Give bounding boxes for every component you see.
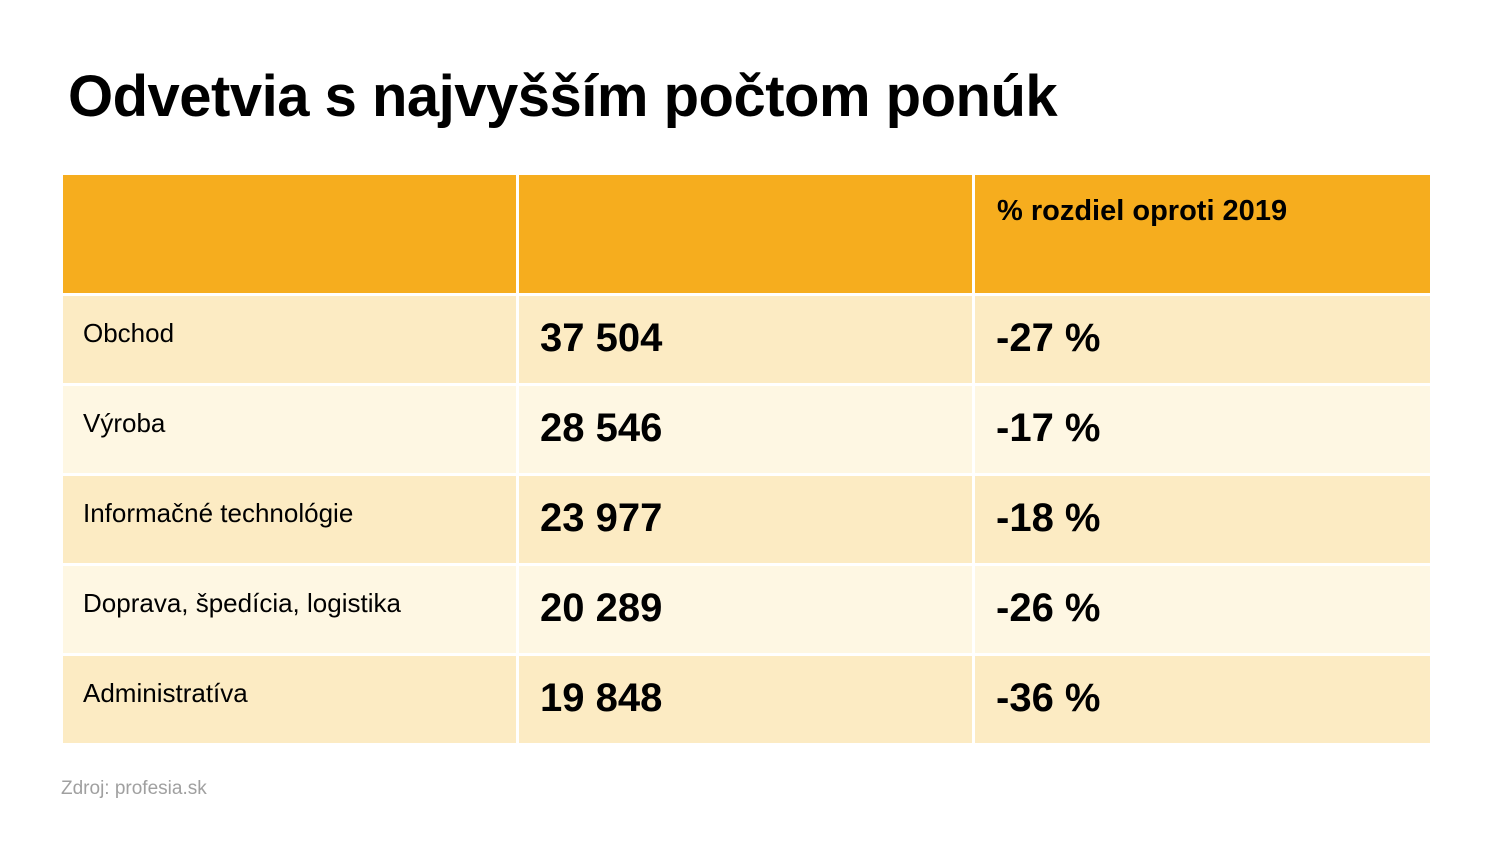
header-cell-count — [519, 175, 972, 293]
category-cell: Administratíva — [63, 656, 516, 743]
change-cell: -18 % — [975, 476, 1430, 563]
page-title: Odvetvia s najvyšším počtom ponúk — [68, 64, 1058, 129]
count-cell: 37 504 — [519, 296, 972, 383]
header-cell-change: % rozdiel oproti 2019 — [975, 175, 1430, 293]
category-cell: Doprava, špedícia, logistika — [63, 566, 516, 653]
table-header-row: % rozdiel oproti 2019 — [63, 175, 1430, 293]
change-cell: -17 % — [975, 386, 1430, 473]
table-row: Výroba 28 546 -17 % — [63, 386, 1430, 473]
header-cell-category — [63, 175, 516, 293]
category-cell: Výroba — [63, 386, 516, 473]
count-cell: 28 546 — [519, 386, 972, 473]
change-cell: -26 % — [975, 566, 1430, 653]
change-cell: -36 % — [975, 656, 1430, 743]
count-cell: 20 289 — [519, 566, 972, 653]
data-table: % rozdiel oproti 2019 Obchod 37 504 -27 … — [60, 172, 1433, 746]
table-row: Doprava, špedícia, logistika 20 289 -26 … — [63, 566, 1430, 653]
table-row: Administratíva 19 848 -36 % — [63, 656, 1430, 743]
table-row: Obchod 37 504 -27 % — [63, 296, 1430, 383]
category-cell: Obchod — [63, 296, 516, 383]
count-cell: 19 848 — [519, 656, 972, 743]
table-row: Informačné technológie 23 977 -18 % — [63, 476, 1430, 563]
source-note: Zdroj: profesia.sk — [61, 778, 207, 799]
count-cell: 23 977 — [519, 476, 972, 563]
change-cell: -27 % — [975, 296, 1430, 383]
category-cell: Informačné technológie — [63, 476, 516, 563]
